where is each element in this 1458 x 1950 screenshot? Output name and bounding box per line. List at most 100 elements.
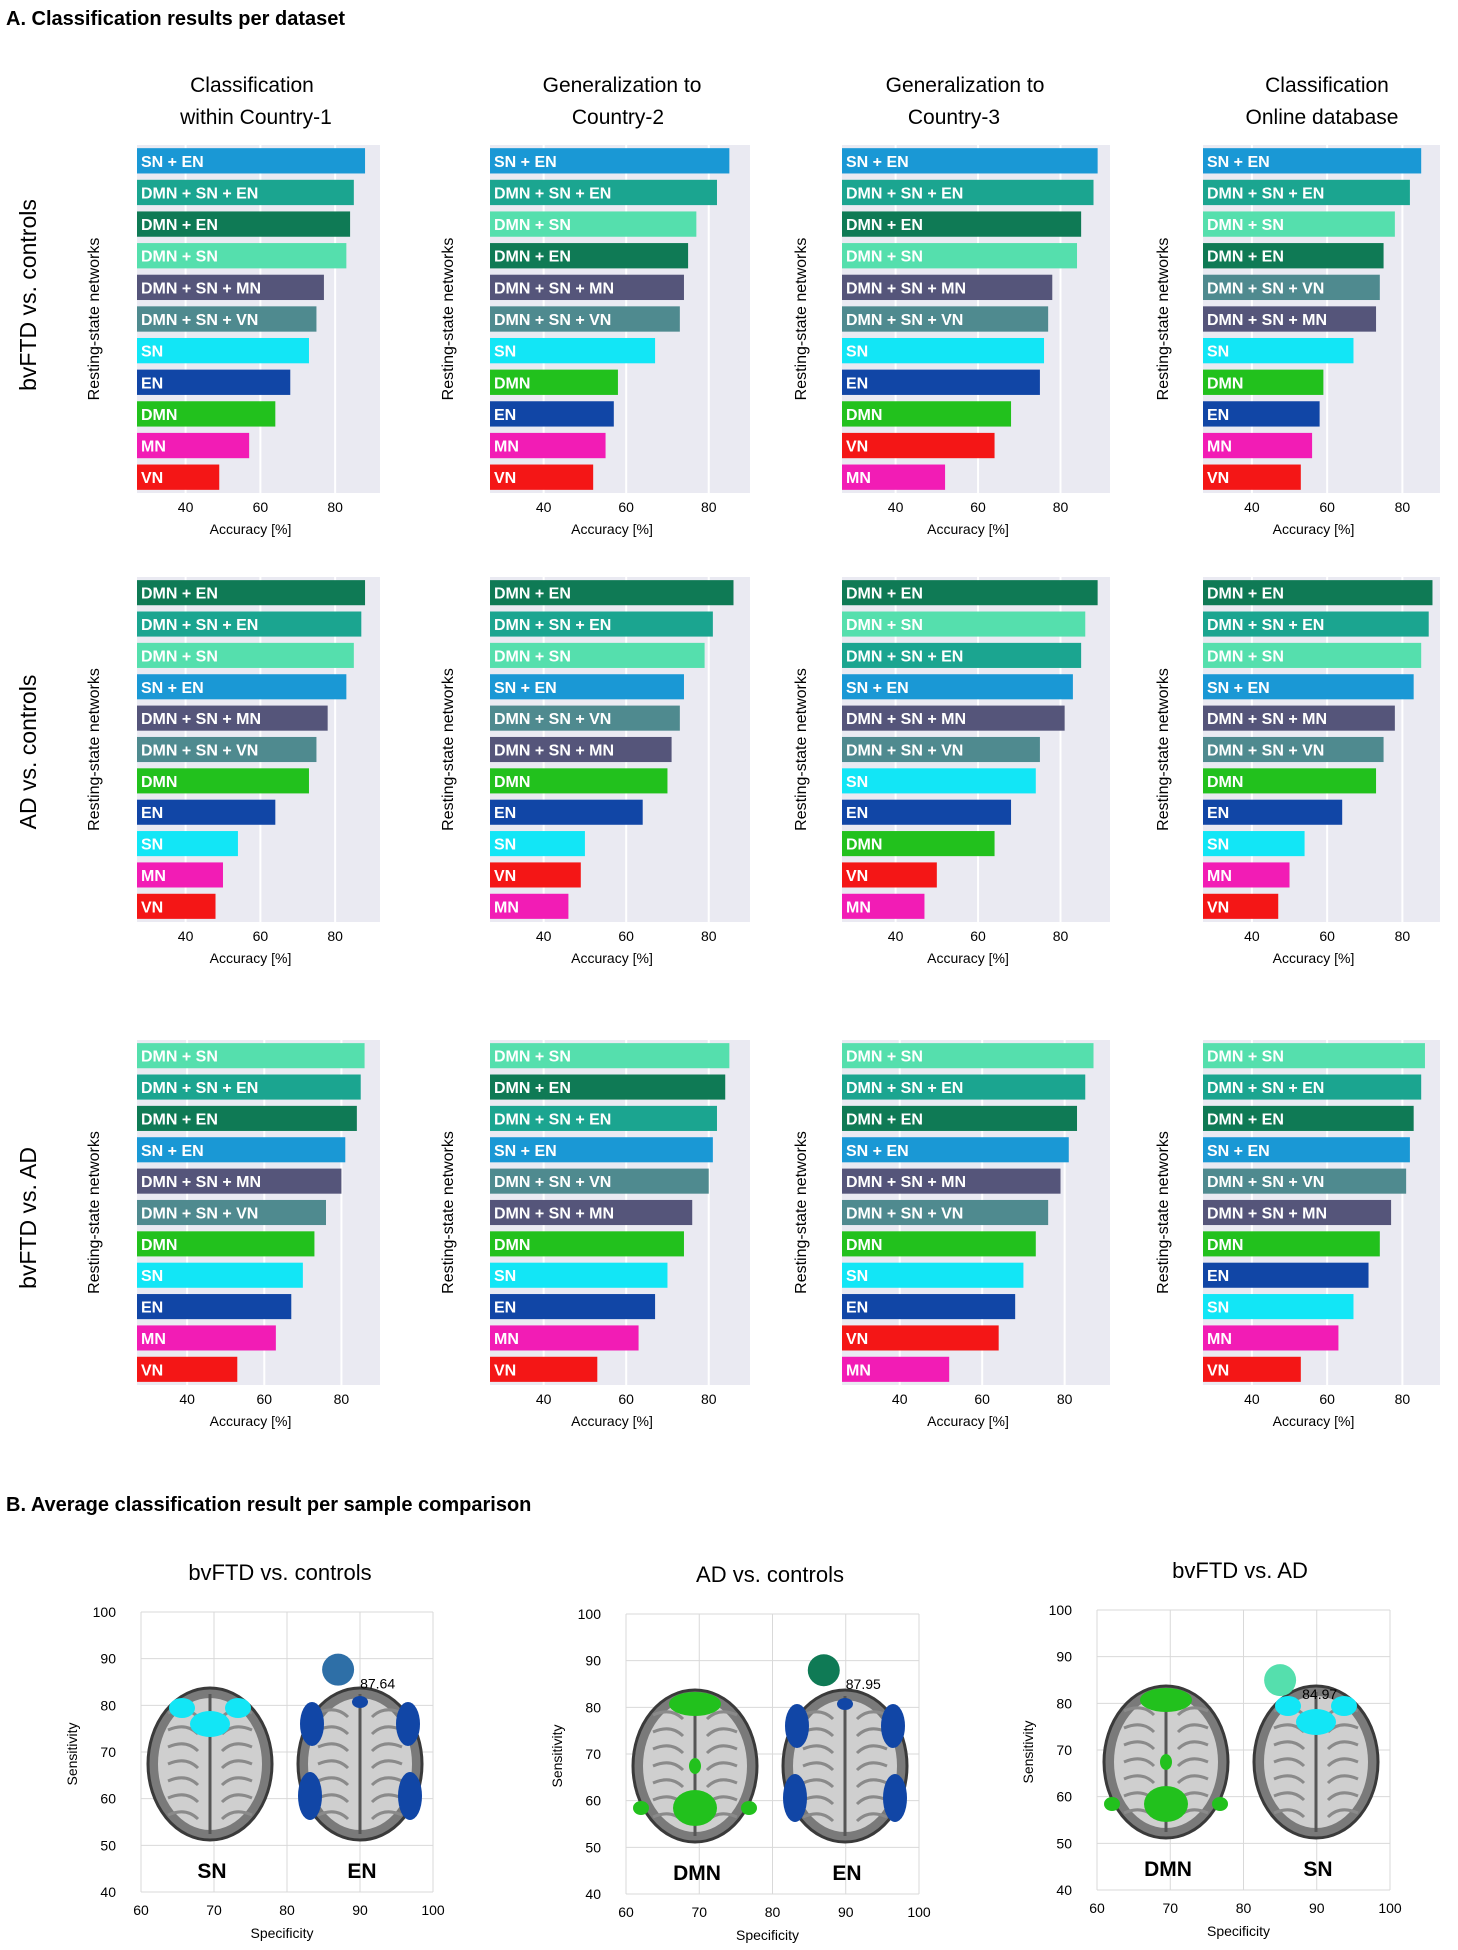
bar-dmn-en [137,211,351,237]
x-tick-label-60: 60 [1319,928,1335,944]
bar-label-dmn-en: DMN + EN [1207,1111,1284,1128]
bar-label-dmn: DMN [846,407,882,424]
brain-gyrus [1326,1774,1359,1785]
x-tick-label-40: 40 [1244,499,1260,515]
x-axis-label: Accuracy [%] [1273,1413,1355,1429]
x-axis-label: Accuracy [%] [210,1413,292,1429]
x-tick-label-80: 80 [1057,1391,1073,1407]
bar-dmn-sn-vn [1203,736,1384,763]
bar-label-sn: SN [141,1268,163,1285]
bar-label-dmn-sn: DMN + SN [141,249,218,266]
bar-dmn-sn-mn [137,1168,342,1194]
bar-label-en: EN [1207,1268,1229,1285]
bar-dmn-sn-mn [842,1168,1061,1194]
x-tick-label-80: 80 [1053,928,1069,944]
bar-label-dmn-sn-mn: DMN + SN + MN [494,743,614,760]
brain-gyrus [167,1810,200,1821]
brain-gyrus [1176,1740,1209,1751]
bar-dmn-sn-vn [842,736,1040,763]
x-tick-label-100: 100 [421,1902,445,1918]
bar-vn [1203,893,1279,919]
brain-gyrus [855,1778,888,1789]
y-tick-label-80: 80 [100,1697,116,1713]
bar-sn [137,831,238,857]
dmn-region [741,1801,757,1815]
bar-label-vn: VN [1207,1362,1229,1379]
bar-label-sn-en: SN + EN [846,154,909,171]
x-axis-label: Accuracy [%] [1273,950,1355,966]
x-tick-label-60: 60 [618,499,634,515]
bar-panel-r1-c4: SN + EN DMN + SN + EN DMN + SN DMN + EN DMN … [1155,145,1440,537]
bar-dmn-en [1203,1105,1414,1131]
bar-dmn-sn [842,1043,1094,1069]
y-tick-label-90: 90 [585,1653,601,1669]
bar-label-mn: MN [494,899,519,916]
x-axis-label: Accuracy [%] [927,950,1009,966]
bar-label-dmn-sn-vn: DMN + SN + VN [494,312,611,329]
scatter-title: bvFTD vs. controls [188,1560,371,1585]
x-tick-label-70: 70 [691,1904,707,1920]
bar-dmn-en [842,1105,1078,1131]
brain-gyrus [1273,1757,1306,1768]
y-axis-label: Sensitivity [1020,1720,1036,1783]
scatter-panels: bvFTD vs. controls 60 70 80 90 100 40 50 60 70 80 9… [64,1558,1402,1943]
bar-label-dmn-en: DMN + EN [494,249,571,266]
row-titles: bvFTD vs. controls AD vs. controls bvFTD… [15,199,41,1289]
bar-label-dmn-sn-vn: DMN + SN + VN [1207,280,1324,297]
bar-label-dmn: DMN [846,1237,882,1254]
bar-mn [490,432,606,459]
bar-label-dmn-sn-mn: DMN + SN + MN [1207,1206,1327,1223]
x-tick-label-90: 90 [838,1904,854,1920]
x-axis-label: Specificity [1207,1923,1270,1939]
section-b-title: B. Average classification result per sam… [6,1494,531,1516]
brain-gyrus [370,1742,403,1753]
sn-region [1296,1709,1336,1735]
bar-label-en: EN [494,805,516,822]
bar-label-mn: MN [846,470,871,487]
sn-region [190,1711,230,1737]
bar-label-sn-en: SN + EN [494,1143,557,1160]
en-region [298,1772,322,1820]
bar-mn [1203,432,1313,459]
x-tick-label-80: 80 [701,1391,717,1407]
bar-label-vn: VN [141,1362,163,1379]
x-tick-label-80: 80 [334,1391,350,1407]
x-tick-label-40: 40 [1244,1391,1260,1407]
col-title-4-line1: Classification [1265,74,1389,97]
brain-gyrus [855,1744,888,1755]
brain-gyrus [167,1793,200,1804]
bar-dmn-sn-en [842,1074,1086,1100]
bar-label-dmn-sn: DMN + SN [1207,217,1284,234]
x-tick-label-70: 70 [206,1902,222,1918]
col-title-4-line2: Online database [1246,106,1399,129]
x-tick-label-80: 80 [1395,499,1411,515]
bar-label-mn: MN [1207,1331,1232,1348]
bar-label-sn: SN [1207,1300,1229,1317]
y-tick-label-60: 60 [100,1791,116,1807]
bar-mn [137,862,223,888]
bar-label-dmn-sn-vn: DMN + SN + VN [1207,1174,1324,1191]
bar-en [842,799,1012,825]
bar-label-dmn-sn-mn: DMN + SN + MN [846,711,966,728]
x-axis-label: Accuracy [%] [927,1413,1009,1429]
col-title-3-line1: Generalization to [886,74,1045,97]
brain-gyrus [1273,1808,1306,1819]
brain-gyrus [1326,1791,1359,1802]
bar-dmn-sn [137,1043,365,1069]
y-tick-label-80: 80 [585,1699,601,1715]
x-tick-label-60: 60 [618,928,634,944]
bar-label-dmn-sn-en: DMN + SN + EN [141,1080,258,1097]
bar-label-dmn-sn: DMN + SN [846,1049,923,1066]
bar-panels: SN + EN DMN + SN + EN DMN + EN DMN + SN DMN … [86,145,1440,1429]
bar-dmn-sn-vn [842,306,1049,332]
y-axis-label: Resting-state networks [1155,238,1172,401]
x-tick-label-40: 40 [1244,928,1260,944]
col-title-1-line1: Classification [190,74,314,97]
bar-dmn-sn [137,642,354,668]
bar-label-dmn: DMN [141,774,177,791]
scatter-point [1264,1664,1297,1697]
bar-label-mn: MN [846,1362,871,1379]
brain-gyrus [802,1778,835,1789]
column-titles: Classification within Country-1 Generali… [179,74,1398,129]
en-region [783,1774,807,1822]
